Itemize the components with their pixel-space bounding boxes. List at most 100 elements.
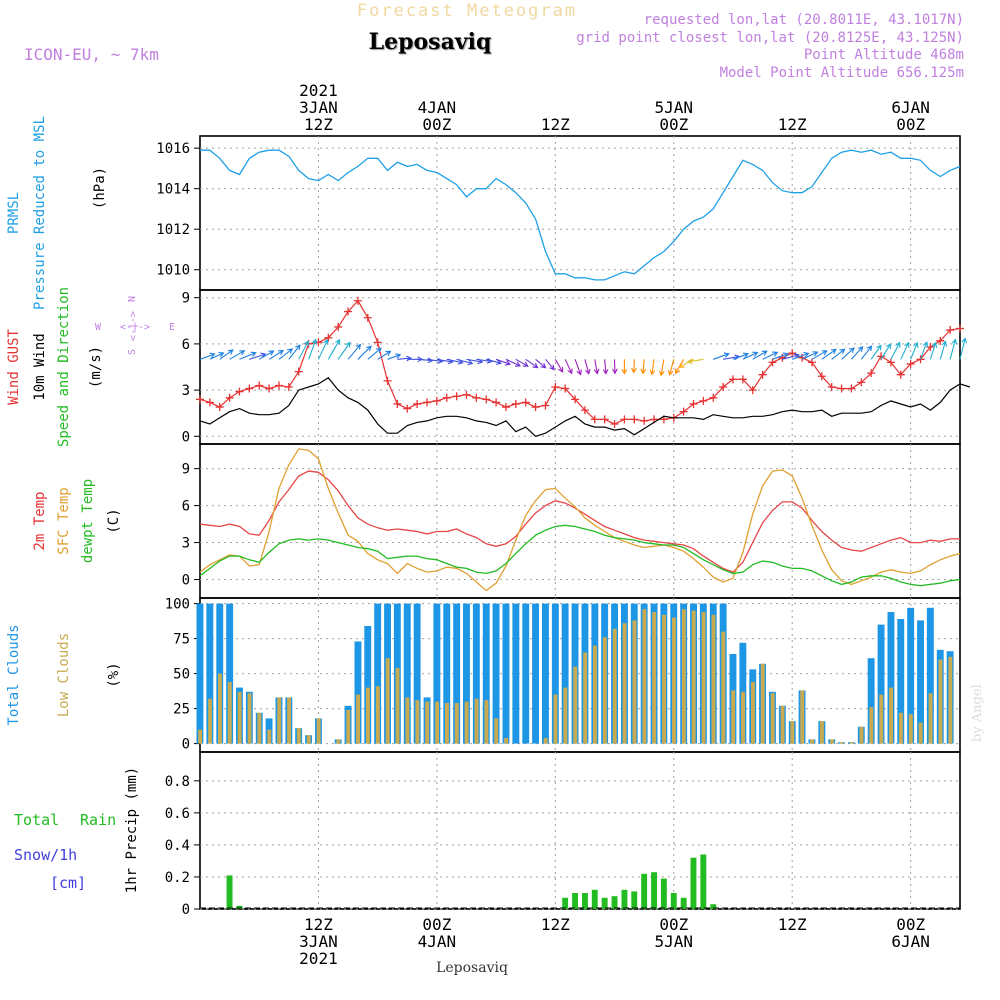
bottom-tick-label: 12Z: [304, 915, 333, 934]
clouds-ytick-label: 0: [182, 737, 190, 753]
temp-dewpt-series: [199, 524, 961, 587]
temp-frame: [199, 443, 961, 599]
pressure-panel: 1010 1012 1014 1016 PRMSL Pressure Reduced to…: [6, 116, 961, 310]
total-clouds-bar: [907, 607, 915, 744]
gust-marker: [827, 383, 836, 392]
precip-ytick-label: 0: [182, 902, 190, 918]
wind-direction-arrow: [593, 359, 600, 375]
wind-direction-arrow: [850, 346, 864, 360]
temp-label-2: dewpt Temp: [80, 479, 96, 563]
low-clouds-bar: [454, 703, 459, 744]
clouds-label-0: Total Clouds: [6, 624, 22, 725]
compass-s: S: [127, 349, 138, 355]
gust-marker: [511, 399, 520, 408]
low-clouds-bar: [721, 631, 726, 744]
precip-label-snow: Snow/1h: [14, 846, 77, 864]
low-clouds-bar: [593, 645, 597, 744]
low-clouds-bar: [356, 694, 360, 744]
gust-marker: [768, 358, 777, 367]
gust-marker: [245, 384, 254, 393]
total-clouds-bar: [877, 624, 885, 744]
gust-marker: [748, 386, 757, 395]
compass-n: N: [127, 296, 138, 302]
clouds-ytick-label: 25: [173, 702, 190, 718]
rain-bar: [582, 893, 588, 909]
temp-ytick-label: 6: [182, 499, 190, 515]
wind-direction-arrow: [298, 340, 309, 360]
gust-marker: [778, 353, 787, 362]
temp-label-1: SFC Temp: [56, 487, 72, 554]
wind-direction-arrow: [860, 345, 873, 360]
wind-direction-arrow: [505, 358, 522, 367]
low-clouds-bar: [208, 698, 212, 744]
wind-direction-arrow: [959, 337, 968, 360]
gust-marker: [541, 401, 550, 410]
total-clouds-bar: [413, 603, 421, 744]
pressure-ytick-label: 1010: [156, 263, 190, 279]
rain-bar: [631, 891, 638, 909]
low-clouds-bar: [474, 698, 479, 744]
low-clouds-bar: [889, 687, 893, 744]
wind-direction-arrow: [357, 345, 372, 360]
clouds-ytick-label: 50: [173, 667, 190, 683]
low-clouds-bar: [287, 697, 291, 744]
wind-direction-arrow: [288, 344, 301, 360]
low-clouds-bar: [839, 742, 844, 744]
temp-label-0: 2m Temp: [32, 491, 48, 550]
bottom-tick-label: 00Z: [659, 915, 688, 934]
wind-direction-arrow: [612, 359, 618, 375]
wind-direction-arrow: [686, 358, 704, 365]
bottom-tick-label: 12Z: [541, 915, 570, 934]
gust-marker: [344, 307, 353, 316]
low-clouds-bar: [435, 701, 439, 744]
low-clouds-bar: [583, 652, 588, 744]
bottom-tick-label: 00Z: [896, 915, 925, 934]
rain-bar: [651, 872, 657, 909]
gust-marker: [630, 415, 639, 424]
compass-arrows-h: <-|->: [120, 322, 150, 333]
precip-frame: [199, 751, 961, 910]
gust-marker: [442, 393, 451, 402]
low-clouds-bar: [543, 738, 548, 744]
gust-marker: [571, 395, 580, 404]
gust-marker: [501, 403, 510, 412]
rain-bar: [660, 878, 667, 909]
temp-2m-series: [199, 470, 960, 573]
wind-direction-arrow: [337, 341, 351, 360]
gust-marker: [413, 399, 422, 408]
gust-marker: [896, 370, 905, 379]
low-clouds-bar: [672, 617, 676, 744]
top-tick-label: 4JAN: [418, 98, 457, 117]
low-clouds-bar: [296, 728, 301, 744]
total-clouds-bar: [463, 603, 470, 744]
low-clouds-bar: [573, 666, 578, 744]
temperature-panel: 0 3 6 9 2m Temp SFC Temp dewpt Temp (C): [32, 443, 961, 599]
total-clouds-bar: [443, 603, 451, 744]
gust-marker: [758, 370, 767, 379]
wind-direction-arrow: [367, 347, 382, 360]
compass-w: W: [95, 322, 102, 333]
gust-marker: [807, 358, 816, 367]
low-clouds-bar: [316, 718, 321, 744]
top-tick-label: 5JAN: [655, 98, 694, 117]
total-clouds-bar: [403, 603, 411, 744]
wind-direction-arrow: [870, 344, 882, 360]
gust-marker: [531, 403, 540, 412]
wind-direction-arrow: [486, 358, 503, 365]
temp-ytick-label: 3: [182, 536, 190, 552]
temp-label-3: (C): [106, 508, 122, 533]
low-clouds-bar: [820, 721, 824, 744]
rain-bar: [670, 893, 677, 909]
gust-marker: [432, 396, 441, 405]
low-clouds-bar: [336, 739, 341, 744]
gust-marker: [610, 419, 619, 428]
wind-direction-arrow: [317, 338, 329, 360]
rain-bar: [226, 875, 233, 909]
pressure-series: [200, 149, 961, 281]
low-clouds-bar: [938, 659, 943, 744]
low-clouds-bar: [484, 700, 489, 744]
gust-marker: [817, 372, 826, 381]
gust-marker: [738, 375, 747, 384]
clouds-panel: 0 25 50 75 100 Total Clouds Low Clouds (%): [6, 597, 961, 753]
